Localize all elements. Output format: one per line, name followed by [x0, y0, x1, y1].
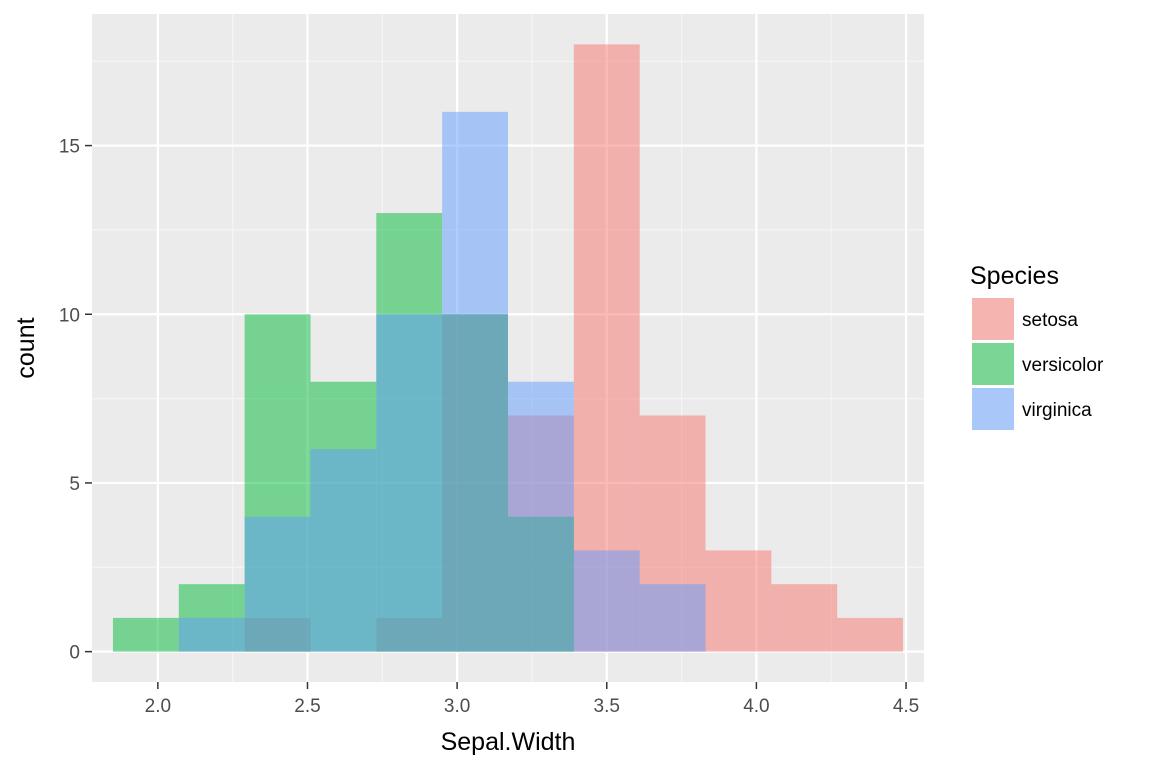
bar-setosa: [771, 584, 838, 652]
x-axis-title: Sepal.Width: [441, 728, 576, 756]
legend-label-virginica: virginica: [1022, 400, 1092, 421]
bar-virginica: [508, 381, 574, 652]
bar-virginica: [244, 516, 311, 652]
y-tick-label: 15: [59, 137, 80, 158]
legend-key-setosa: [972, 298, 1014, 340]
x-tick-label: 2.0: [145, 696, 171, 717]
x-tick-label: 4.5: [893, 696, 919, 717]
legend-title: Species: [970, 262, 1059, 290]
bar-virginica: [376, 314, 443, 652]
bar-virginica: [310, 449, 377, 652]
bar-virginica: [639, 584, 706, 652]
x-tick-label: 4.0: [743, 696, 769, 717]
legend-label-setosa: setosa: [1022, 310, 1078, 331]
y-axis-title: count: [12, 317, 40, 378]
bar-versicolor: [112, 617, 179, 652]
series-virginica: [178, 111, 706, 652]
y-tick-label: 10: [59, 305, 80, 326]
bar-virginica: [442, 111, 508, 652]
bar-setosa: [837, 617, 904, 652]
legend-label-versicolor: versicolor: [1022, 355, 1104, 376]
x-tick-label: 3.0: [444, 696, 470, 717]
histogram-bars: [112, 44, 904, 652]
bar-setosa: [573, 44, 640, 652]
x-tick-label: 2.5: [294, 696, 320, 717]
bar-setosa: [705, 550, 772, 652]
y-tick-label: 0: [69, 643, 80, 664]
y-tick-label: 5: [69, 474, 80, 495]
y-axis: 0 5 10 15: [59, 137, 92, 664]
bar-virginica: [573, 550, 640, 652]
legend-key-virginica: [972, 388, 1014, 430]
legend: Species setosa versicolor virginica: [970, 262, 1104, 430]
x-axis: 2.0 2.5 3.0 3.5 4.0 4.5: [145, 682, 919, 717]
x-tick-label: 3.5: [594, 696, 620, 717]
legend-key-versicolor: [972, 343, 1014, 385]
bar-virginica: [178, 617, 245, 652]
